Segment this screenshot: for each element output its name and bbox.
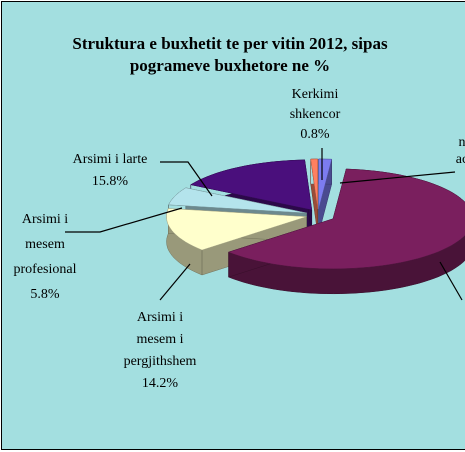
slice-label: Arsimi i	[137, 310, 183, 325]
slice-value-label: 0.8%	[300, 127, 330, 142]
slice-label: Kerkimi	[292, 87, 339, 102]
slice	[166, 208, 307, 251]
slice-label: pergjithshem	[124, 354, 197, 369]
slice-label: Arsimi i larte	[73, 152, 148, 167]
slice-value-label: 5.8%	[30, 287, 60, 302]
slice-label: profesional	[14, 262, 77, 277]
slice-label: ac	[456, 152, 465, 167]
slice-label: mesem i	[136, 332, 183, 347]
slice-value-label: 15.8%	[92, 174, 129, 189]
leader-line	[160, 161, 213, 197]
leader-line	[339, 171, 456, 184]
chart-title: pogrameve buxhetore ne %	[130, 56, 330, 75]
slice	[227, 168, 465, 270]
chart-title: Struktura e buxhetit te per vitin 2012, …	[72, 34, 388, 53]
slice	[168, 187, 307, 214]
leader-line	[439, 261, 463, 301]
leader-line	[159, 263, 191, 301]
slice-label: Arsimi i	[22, 212, 68, 227]
slice	[310, 158, 318, 210]
leader-line	[65, 207, 183, 233]
slice	[190, 159, 313, 211]
slice-label: shkencor	[290, 107, 341, 122]
slice-value-label: 14.2%	[142, 376, 179, 391]
slice-label: mesem	[25, 237, 65, 252]
slice-label: n	[459, 135, 465, 150]
